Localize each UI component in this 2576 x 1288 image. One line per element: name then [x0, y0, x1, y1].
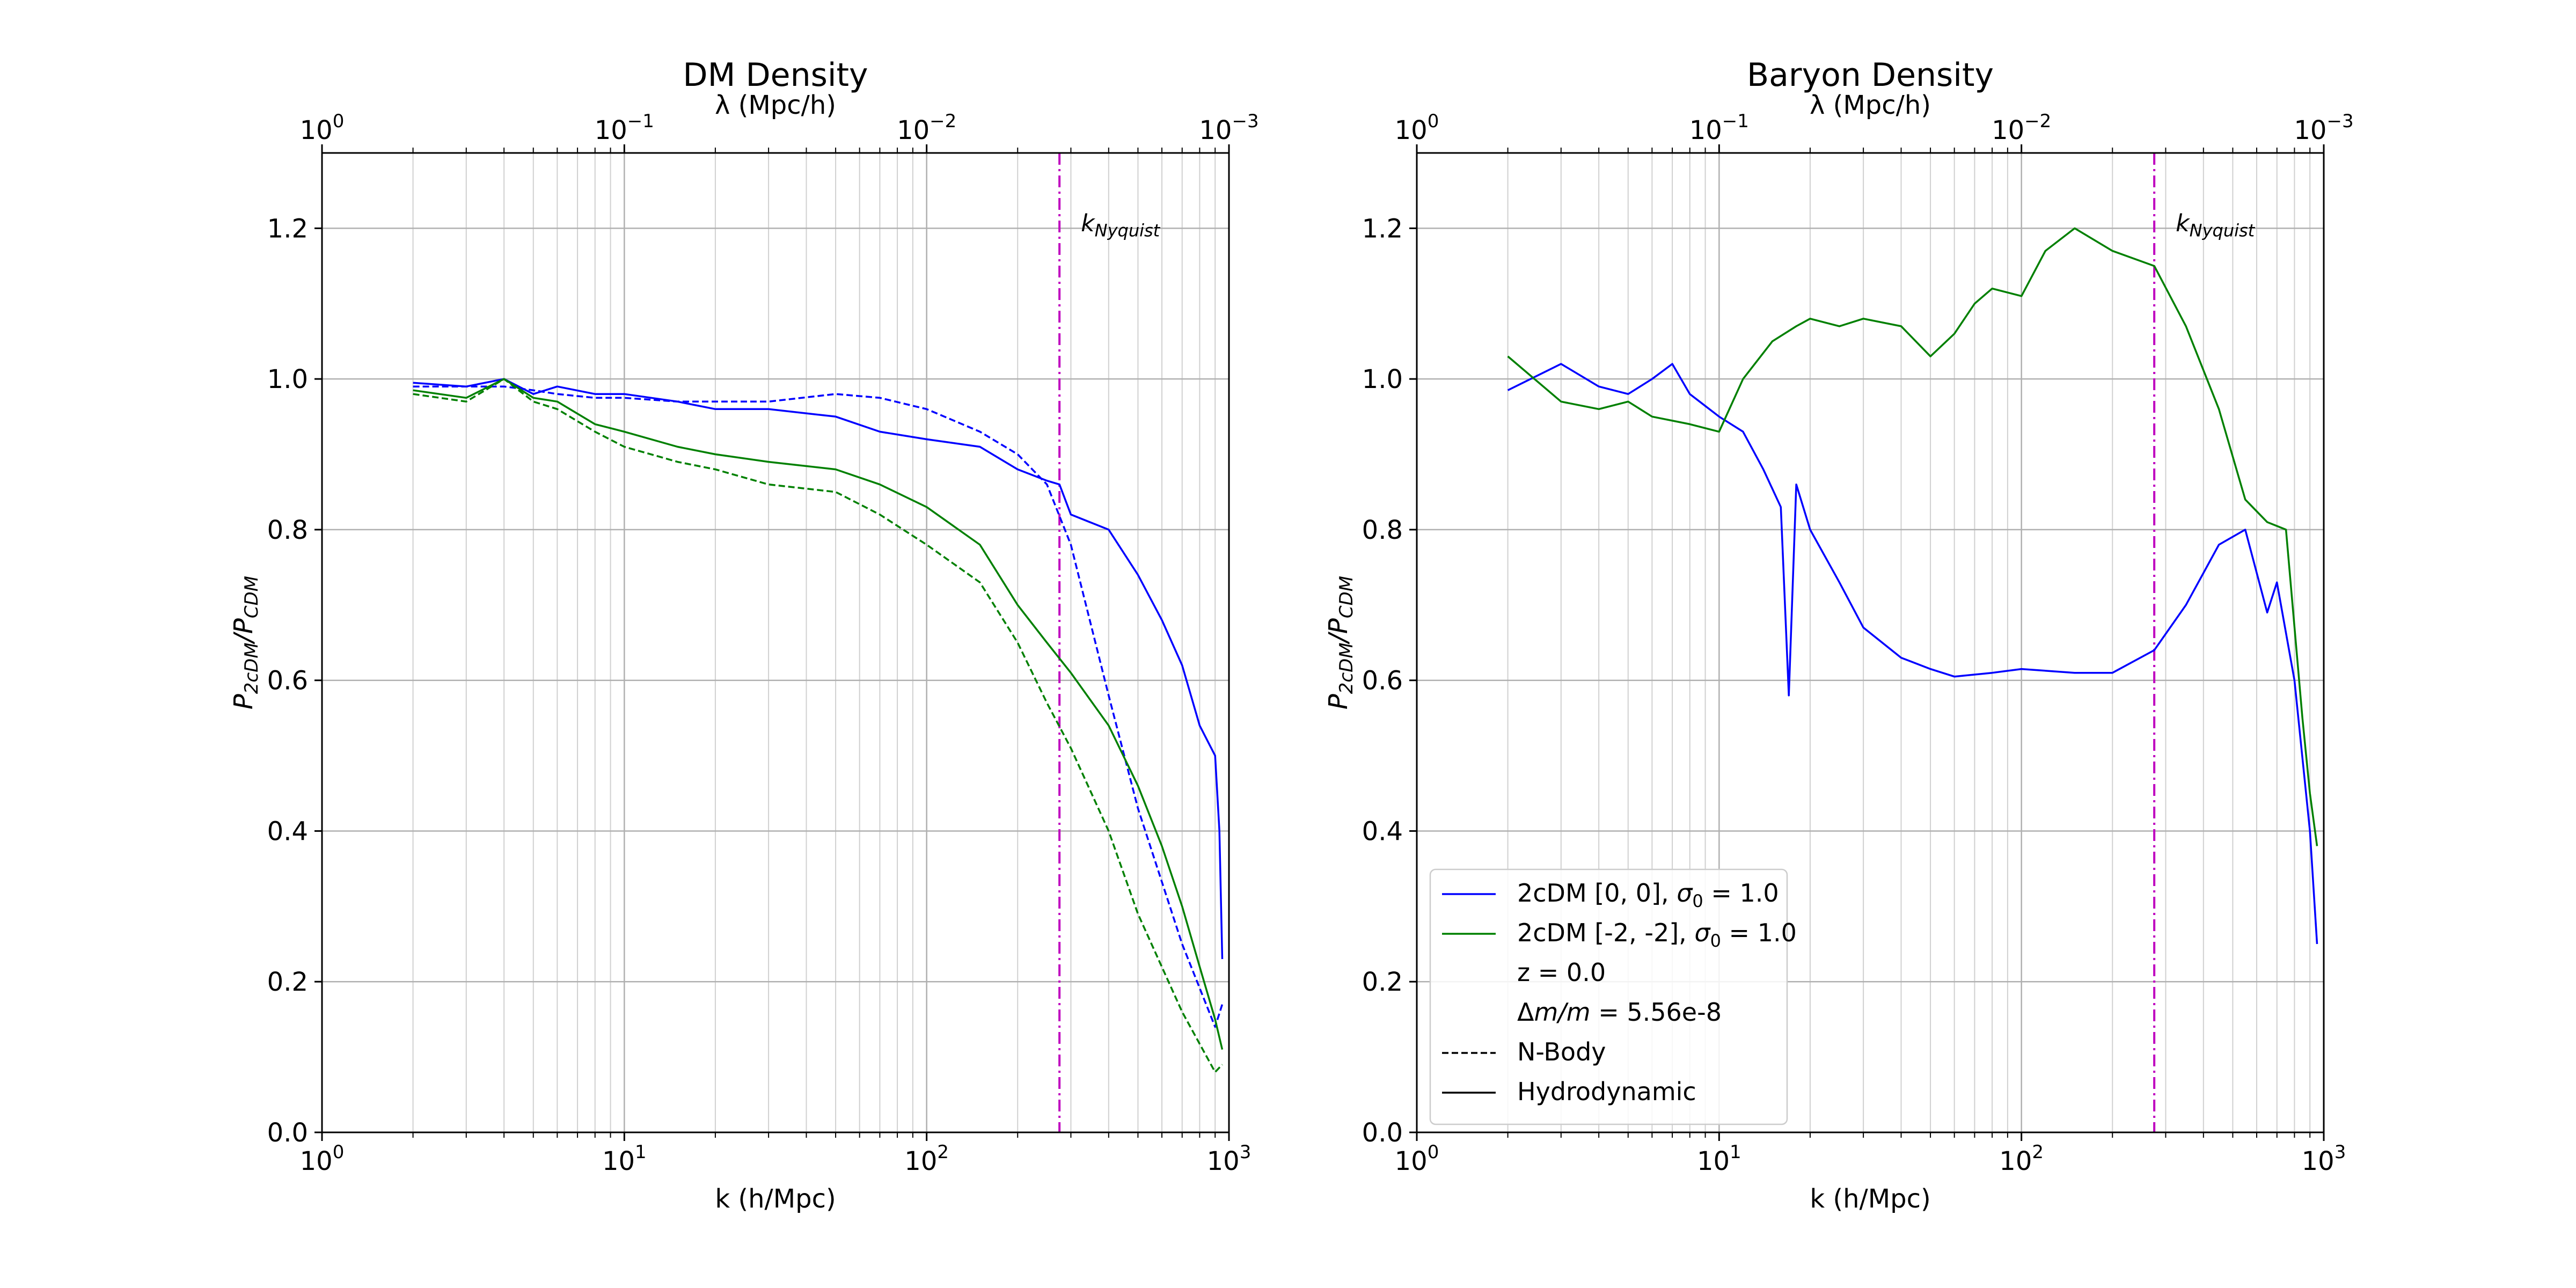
y-tick-label: 0.2: [1362, 967, 1403, 997]
x-axis-label: k (h/Mpc): [1810, 1184, 1930, 1214]
top-axis-label: λ (Mpc/h): [715, 90, 836, 120]
top-x-tick-label: 10−3: [1199, 111, 1258, 145]
plot-frame: [321, 152, 1230, 1133]
y-tick-label: 0.0: [267, 1118, 308, 1148]
chart-title: Baryon Density: [1747, 56, 1994, 94]
y-axis-label: P2cDM/PCDM: [1323, 576, 1357, 709]
x-tick-label: 100: [300, 1141, 345, 1176]
y-tick-label: 0.8: [267, 515, 308, 545]
y-tick-label: 1.2: [267, 214, 308, 244]
y-tick-label: 0.4: [267, 816, 308, 846]
legend-entry: z = 0.0: [1517, 958, 1606, 987]
top-x-tick-label: 10−3: [2294, 111, 2353, 145]
top-axis-label: λ (Mpc/h): [1810, 90, 1931, 120]
x-tick-label: 102: [904, 1141, 949, 1176]
top-x-tick-label: 10−1: [595, 111, 654, 145]
y-tick-label: 0.2: [267, 967, 308, 997]
top-x-tick-label: 100: [1395, 111, 1439, 145]
series-line-1: [1507, 363, 2318, 945]
chart-panel-2: kNyquist 0.0 0.2 0.4 0.6 0.8 1.0 1.2 100 101 102 10…: [1323, 56, 2354, 1214]
legend-entry: 2cDM [-2, -2], σ0 = 1.0: [1517, 918, 1797, 951]
series-line-1: [413, 385, 1224, 1028]
y-axis-label: P2cDM/PCDM: [229, 576, 262, 709]
x-tick-label: 103: [1207, 1141, 1252, 1176]
y-tick-label: 1.2: [1362, 214, 1403, 244]
series-line-3: [413, 378, 1223, 1073]
legend-entry: Δm/m = 5.56e-8: [1517, 998, 1722, 1027]
legend-entry: Hydrodynamic: [1517, 1077, 1696, 1106]
series-line-2: [1507, 227, 2318, 846]
y-tick-label: 1.0: [1362, 364, 1403, 394]
y-tick-label: 0.0: [1362, 1118, 1403, 1148]
x-axis-label: k (h/Mpc): [715, 1184, 836, 1214]
y-tick-label: 0.6: [267, 666, 308, 696]
series-line-4: [413, 378, 1224, 1050]
x-tick-label: 101: [602, 1141, 647, 1176]
plot-frame: [1416, 152, 2325, 1133]
y-tick-label: 0.6: [1362, 666, 1403, 696]
x-tick-label: 100: [1395, 1141, 1439, 1176]
x-tick-label: 102: [1999, 1141, 2044, 1176]
nyquist-label: kNyquist: [2176, 209, 2256, 240]
top-x-tick-label: 10−2: [897, 111, 956, 145]
series-line-2: [413, 378, 1224, 960]
nyquist-label: kNyquist: [1081, 209, 1161, 240]
chart-panel-1: kNyquist 0.0 0.2 0.4 0.6 0.8 1.0 1.2 100 101 102 10…: [229, 56, 1259, 1214]
legend-entry: N-Body: [1517, 1037, 1606, 1066]
top-x-tick-label: 100: [300, 111, 345, 145]
chart-title: DM Density: [683, 56, 868, 94]
top-x-tick-label: 10−1: [1689, 111, 1749, 145]
y-tick-label: 0.4: [1362, 816, 1403, 846]
top-x-tick-label: 10−2: [1992, 111, 2051, 145]
x-tick-label: 103: [2302, 1141, 2346, 1176]
legend-entry: 2cDM [0, 0], σ0 = 1.0: [1517, 879, 1779, 911]
x-tick-label: 101: [1697, 1141, 1741, 1176]
y-tick-label: 0.8: [1362, 515, 1403, 545]
y-tick-label: 1.0: [267, 364, 308, 394]
legend-box: [1429, 868, 1788, 1125]
